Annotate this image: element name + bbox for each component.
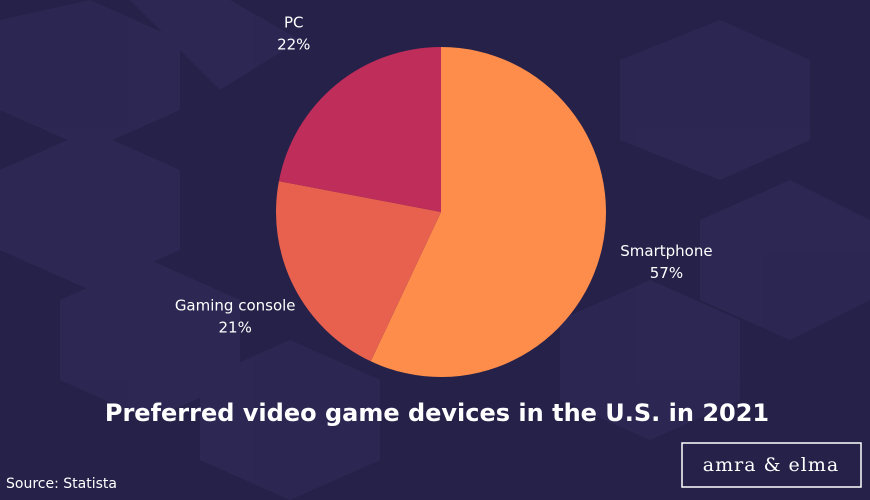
brand: amra & elma [703, 454, 839, 476]
source: Source: Statista [6, 476, 117, 492]
brand-box [681, 442, 862, 488]
pie [276, 47, 606, 377]
pie-slice [370, 47, 606, 377]
chart-title: Preferred video game devices in the U.S.… [105, 399, 769, 427]
slice-label: Gaming console [175, 296, 296, 314]
slice-label: Smartphone [620, 242, 712, 260]
pie-slice [278, 47, 441, 212]
slice-value-label: 21% [219, 318, 252, 336]
slice-label: PC [284, 14, 304, 32]
slice-value-label: 57% [650, 264, 683, 282]
pie-slice [276, 181, 441, 362]
slice-value-label: 22% [277, 36, 310, 54]
